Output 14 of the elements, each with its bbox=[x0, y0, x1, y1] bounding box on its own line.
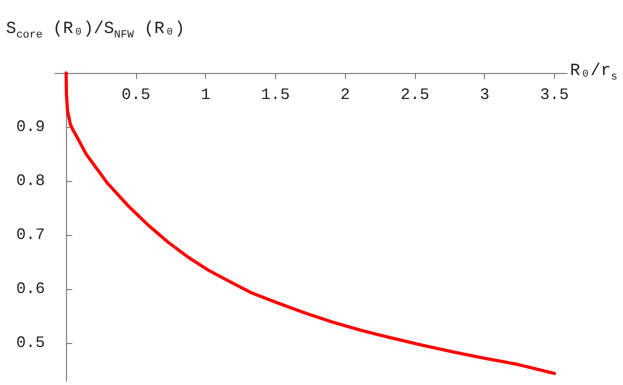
y-tick-label: 0.9 bbox=[16, 118, 45, 136]
x-tick-label: 2.5 bbox=[400, 86, 430, 104]
x-tick-label: 0.5 bbox=[122, 86, 150, 104]
y-tick-label: 0.8 bbox=[16, 172, 45, 190]
x-tick-label: 1 bbox=[200, 86, 210, 104]
x-axis-title: R₀/r$_{s}$ bbox=[570, 62, 618, 84]
x-tick-label: 2 bbox=[340, 86, 350, 104]
y-axis-title: S$_{core}$ (R₀)/S$_{NFW}$ (R₀) bbox=[6, 20, 185, 42]
y-tick-label: 0.5 bbox=[16, 334, 45, 352]
x-tick-label: 3.5 bbox=[540, 86, 569, 104]
x-tick-label: 3 bbox=[480, 86, 490, 104]
x-tick-label: 1.5 bbox=[261, 86, 290, 104]
y-tick-label: 0.7 bbox=[16, 226, 45, 244]
y-tick-label: 0.6 bbox=[16, 280, 45, 298]
